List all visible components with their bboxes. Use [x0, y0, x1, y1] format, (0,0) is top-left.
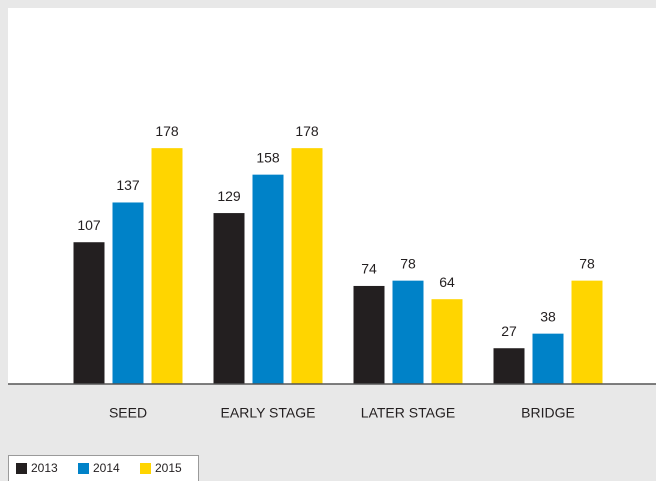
bar: [493, 348, 525, 384]
data-label: 74: [361, 261, 377, 277]
data-label: 158: [256, 149, 280, 165]
x-tick-label: BRIDGE: [521, 405, 575, 421]
data-label: 64: [439, 274, 455, 290]
bar: [532, 333, 564, 384]
data-label: 78: [400, 255, 416, 271]
data-label: 107: [77, 217, 101, 233]
bar: [252, 174, 284, 384]
legend-swatch: [78, 463, 89, 474]
bar: [291, 148, 323, 384]
legend-box: [8, 455, 199, 481]
bar: [213, 213, 245, 384]
plot-panel: [8, 8, 656, 384]
legend-swatch: [16, 463, 27, 474]
bar: [112, 202, 144, 384]
bar: [353, 285, 385, 384]
data-label: 129: [217, 188, 241, 204]
legend-label: 2014: [93, 461, 120, 475]
bar: [73, 242, 105, 384]
x-tick-label: LATER STAGE: [361, 405, 455, 421]
bar: [392, 280, 424, 384]
legend-label: 2013: [31, 461, 58, 475]
legend-label: 2015: [155, 461, 182, 475]
bar: [571, 280, 603, 384]
data-label: 178: [155, 123, 179, 139]
data-label: 27: [501, 323, 517, 339]
data-label: 178: [295, 123, 319, 139]
bar: [431, 299, 463, 384]
x-tick-label: SEED: [109, 405, 147, 421]
bar: [151, 148, 183, 384]
x-tick-label: EARLY STAGE: [221, 405, 316, 421]
data-label: 78: [579, 255, 595, 271]
data-label: 137: [116, 177, 140, 193]
legend-swatch: [140, 463, 151, 474]
data-label: 38: [540, 308, 556, 324]
